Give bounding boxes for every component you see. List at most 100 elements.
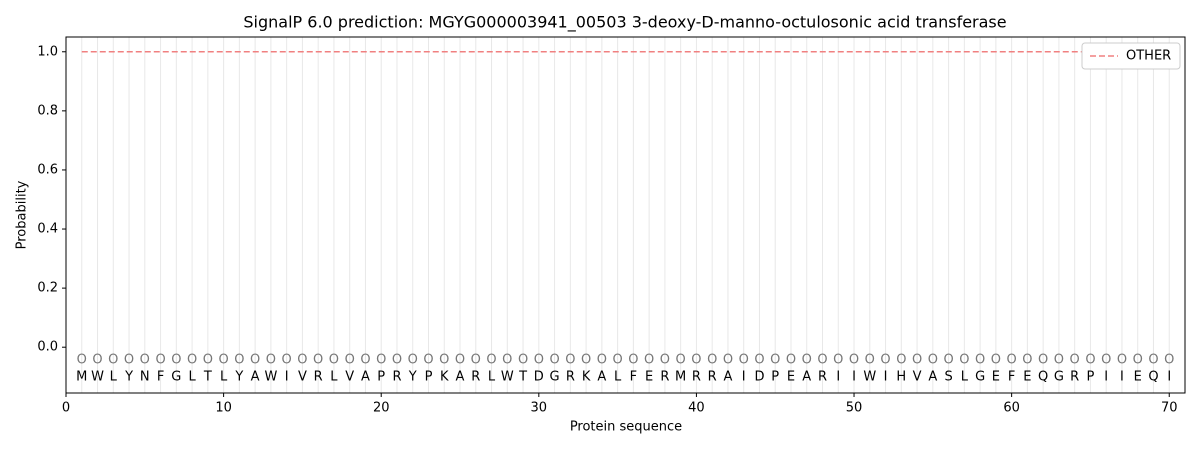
region-label: O: [203, 353, 213, 368]
residue-label: I: [836, 370, 840, 385]
region-label: O: [833, 353, 843, 368]
region-label: O: [376, 353, 386, 368]
region-label: O: [1038, 353, 1048, 368]
residue-label: Y: [408, 370, 417, 385]
residue-label: G: [975, 370, 985, 385]
region-label: O: [1054, 353, 1064, 368]
residue-label: Y: [234, 370, 243, 385]
region-label: O: [565, 353, 575, 368]
x-tick-label: 0: [62, 401, 70, 416]
region-label: O: [549, 353, 559, 368]
y-tick-label: 0.0: [37, 340, 58, 355]
residue-label: R: [818, 370, 827, 385]
region-label: O: [345, 353, 355, 368]
residue-label: R: [692, 370, 701, 385]
residue-label: K: [440, 370, 449, 385]
residue-label: R: [708, 370, 717, 385]
residue-label: R: [566, 370, 575, 385]
x-tick-label: 20: [373, 401, 390, 416]
region-label: O: [865, 353, 875, 368]
region-label: O: [802, 353, 812, 368]
residue-label: F: [1008, 370, 1015, 385]
residue-label: P: [1087, 370, 1095, 385]
residue-label: Q: [1148, 370, 1158, 385]
residue-label: E: [1023, 370, 1031, 385]
residue-label: K: [582, 370, 591, 385]
region-label: O: [1148, 353, 1158, 368]
residue-label: W: [863, 370, 876, 385]
region-label: O: [439, 353, 449, 368]
residue-label: V: [913, 370, 922, 385]
region-label: O: [912, 353, 922, 368]
region-label: O: [502, 353, 512, 368]
region-label: O: [644, 353, 654, 368]
residue-label: A: [597, 370, 606, 385]
y-tick-label: 1.0: [37, 44, 58, 59]
residue-label: A: [723, 370, 732, 385]
region-label: O: [471, 353, 481, 368]
plot-frame: [65, 36, 1186, 394]
x-tick-label: 60: [1003, 401, 1020, 416]
residue-label: I: [1167, 370, 1171, 385]
residue-label: P: [771, 370, 779, 385]
residue-label: M: [675, 370, 686, 385]
residue-label: I: [1104, 370, 1108, 385]
residue-label: R: [660, 370, 669, 385]
region-label: O: [1133, 353, 1143, 368]
region-label: O: [1085, 353, 1095, 368]
x-axis-label: Protein sequence: [570, 420, 682, 435]
region-label: O: [581, 353, 591, 368]
region-label: O: [691, 353, 701, 368]
residue-label: Y: [124, 370, 133, 385]
residue-label: R: [392, 370, 401, 385]
residue-label: W: [501, 370, 514, 385]
region-label: O: [849, 353, 859, 368]
region-label: O: [313, 353, 323, 368]
residue-label: E: [1134, 370, 1142, 385]
residue-label: A: [928, 370, 937, 385]
region-label: O: [518, 353, 528, 368]
residue-label: L: [961, 370, 969, 385]
region-label: O: [218, 353, 228, 368]
region-label: O: [754, 353, 764, 368]
region-label: O: [124, 353, 134, 368]
residue-label: A: [251, 370, 260, 385]
region-label: O: [1101, 353, 1111, 368]
region-label: O: [423, 353, 433, 368]
chart-title: SignalP 6.0 prediction: MGYG000003941_00…: [243, 13, 1006, 33]
residue-label: E: [645, 370, 653, 385]
region-label: O: [1022, 353, 1032, 368]
residue-label: L: [614, 370, 622, 385]
y-tick-label: 0.6: [37, 162, 58, 177]
region-label: O: [77, 353, 87, 368]
legend-label: OTHER: [1126, 49, 1171, 64]
y-tick-label: 0.8: [37, 103, 58, 118]
residue-label: D: [534, 370, 544, 385]
region-label: O: [155, 353, 165, 368]
residue-label: P: [425, 370, 433, 385]
residue-label: R: [314, 370, 323, 385]
residue-label: M: [76, 370, 87, 385]
region-label: O: [739, 353, 749, 368]
residue-label: R: [1070, 370, 1079, 385]
region-label: O: [250, 353, 260, 368]
residue-label: G: [171, 370, 181, 385]
residue-label: L: [110, 370, 118, 385]
residue-label: T: [203, 370, 212, 385]
residue-label: F: [157, 370, 164, 385]
region-label: O: [628, 353, 638, 368]
region-label: O: [266, 353, 276, 368]
region-label: O: [234, 353, 244, 368]
region-label: O: [329, 353, 339, 368]
residue-label: L: [188, 370, 196, 385]
residue-label: F: [630, 370, 637, 385]
region-label: O: [975, 353, 985, 368]
x-tick-label: 30: [531, 401, 548, 416]
region-label: O: [534, 353, 544, 368]
residue-label: R: [471, 370, 480, 385]
residue-label: I: [884, 370, 888, 385]
region-label: O: [896, 353, 906, 368]
residue-label: V: [298, 370, 307, 385]
residue-label: V: [345, 370, 354, 385]
residue-label: L: [330, 370, 338, 385]
